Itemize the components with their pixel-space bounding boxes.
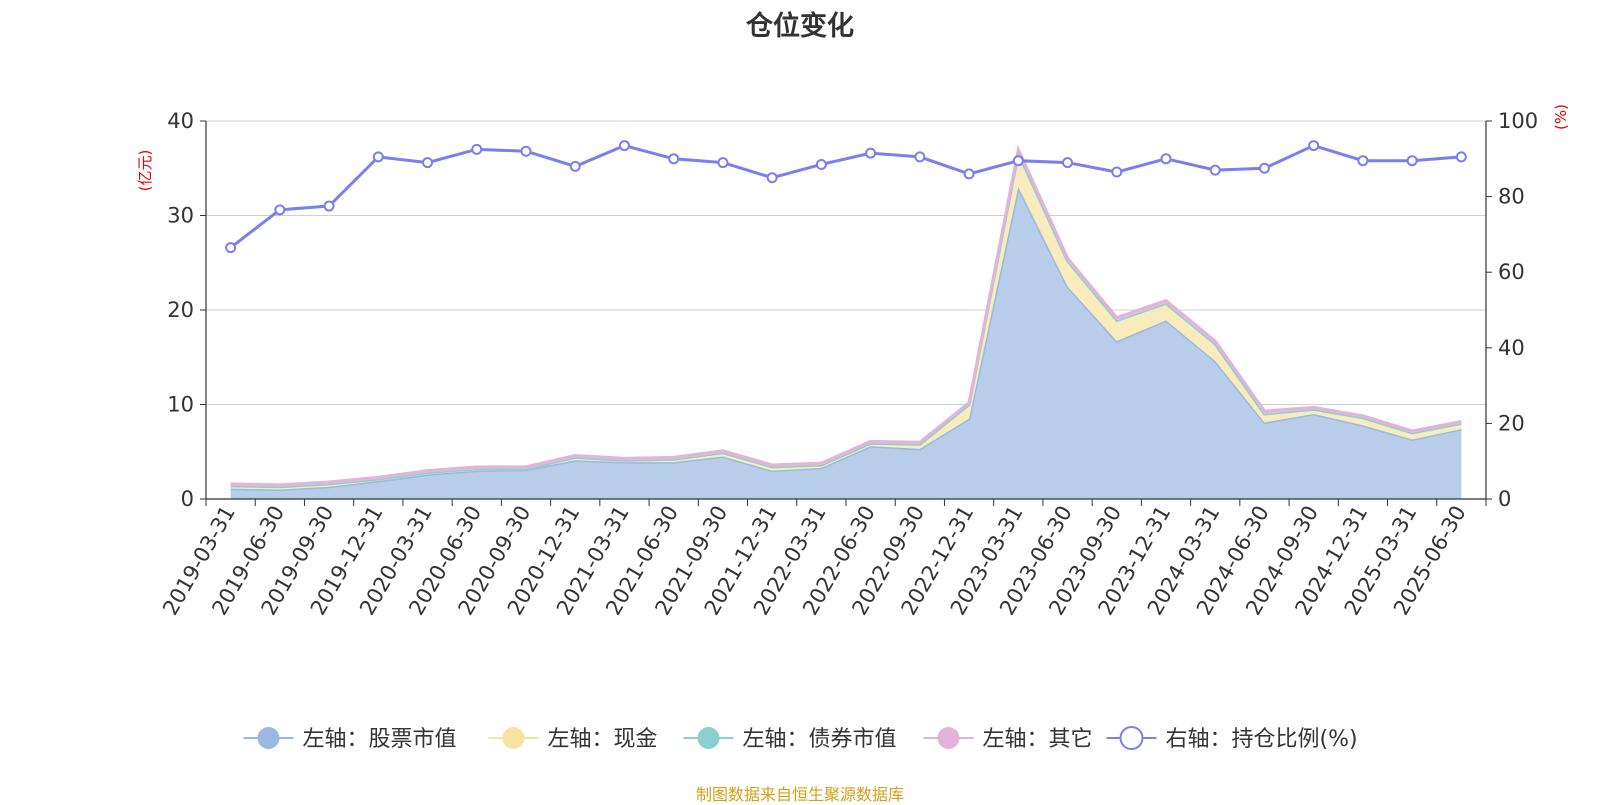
holding-ratio-point [1258,162,1270,174]
data-source-note: 制图数据来自恒生聚源数据库 [695,785,904,804]
holding-ratio-point [1062,157,1074,169]
legend-item: 右轴：持仓比例(%) [1106,726,1358,752]
holding-ratio-point [569,160,581,172]
right-axis-unit-label: (%) [1552,104,1570,130]
holding-ratio-point [766,172,778,184]
holding-ratio-point [471,143,483,155]
holding-ratio-point [865,147,877,159]
legend-marker [257,727,280,749]
legend-label: 左轴：其它 [983,727,1093,752]
right-axis-tick-label: 80 [1498,185,1525,209]
legend-marker [502,727,525,749]
left-axis-tick-label: 10 [167,393,194,417]
legend-label: 左轴：股票市值 [303,727,457,752]
right-axis-tick-label: 60 [1498,260,1525,284]
legend-label: 左轴：债券市值 [743,727,897,752]
left-axis-tick-label: 20 [167,298,194,322]
holding-ratio-point [1160,153,1172,165]
holding-ratio-point [1455,151,1467,163]
holding-ratio-point [422,157,434,169]
holding-ratio-point [1308,140,1320,152]
left-axis-tick-label: 40 [167,109,194,133]
legend-item: 左轴：其它 [923,727,1093,752]
left-axis-tick-label: 30 [167,204,194,228]
legend-item: 左轴：现金 [488,727,658,752]
legend-label: 右轴：持仓比例(%) [1166,727,1358,752]
holding-ratio-point [618,140,630,152]
legend-item: 左轴：股票市值 [243,727,457,752]
holding-ratio-point [668,153,680,165]
left-axis-unit-label: (亿元) [136,150,154,192]
holding-ratio-point [914,151,926,163]
left-axis-tick-label: 0 [181,487,194,511]
right-axis-tick-label: 40 [1498,336,1525,360]
right-axis-tick-label: 100 [1498,109,1538,133]
chart-title: 仓位变化 [746,11,854,42]
holding-ratio-point [372,151,384,163]
holding-ratio-point [717,157,729,169]
holding-ratio-line [229,143,1462,249]
holding-ratio-point [520,145,532,157]
holding-ratio-point [1111,166,1123,178]
legend-marker [937,727,960,749]
legend-label: 左轴：现金 [548,727,658,752]
legend-marker [697,727,720,749]
legend-item: 左轴：债券市值 [683,727,897,752]
holding-ratio-point [274,204,286,216]
holding-ratio-point [1357,155,1369,167]
right-axis-tick-label: 20 [1498,411,1525,435]
legend-marker [1119,726,1144,750]
holding-ratio-point [815,158,827,170]
area-series-1 [230,187,1462,499]
right-axis-tick-label: 0 [1498,487,1511,511]
holding-ratio-point [225,242,237,254]
holding-ratio-point [963,168,975,180]
holding-ratio-point [1012,155,1024,167]
holding-ratio-point [323,200,335,212]
holding-ratio-point [1209,164,1221,176]
area-series-4-edge [230,144,1462,487]
holding-ratio-point [1406,155,1418,167]
